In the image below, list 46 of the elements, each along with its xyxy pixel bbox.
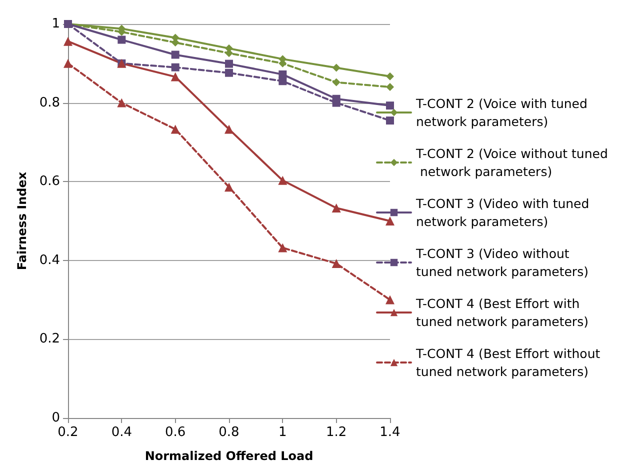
- point: [278, 243, 288, 252]
- y-tick-label: 0.4: [39, 252, 60, 268]
- x-tick-label: 1.4: [380, 425, 400, 440]
- point: [64, 58, 72, 68]
- x-tick-label: 0.4: [111, 425, 132, 440]
- point: [170, 124, 180, 134]
- x-tick-label: 0.8: [218, 425, 240, 440]
- point: [332, 204, 341, 212]
- y-tick-label: 0.2: [39, 332, 60, 347]
- y-tick-label: 0.6: [39, 174, 60, 190]
- legend-label: T-CONT 2 (Voice with tuned network parameters): [415, 96, 592, 129]
- point: [225, 68, 233, 77]
- point: [170, 72, 180, 82]
- legend-label: T-CONT 4 (Best Effort without tuned network parameters): [415, 346, 604, 379]
- point: [224, 124, 234, 134]
- point: [64, 36, 72, 46]
- point: [386, 102, 394, 110]
- point: [386, 116, 394, 125]
- y-axis-title: Fairness Index: [15, 172, 29, 270]
- point: [332, 64, 340, 72]
- point: [386, 72, 394, 80]
- point: [224, 182, 234, 192]
- point: [386, 83, 394, 92]
- point: [278, 77, 287, 86]
- point: [332, 259, 341, 268]
- x-tick-label: 1.2: [326, 425, 347, 440]
- y-tick-label: 0.8: [39, 95, 60, 110]
- point: [278, 176, 288, 185]
- point: [386, 295, 394, 304]
- x-tick-label: 0.6: [164, 425, 186, 440]
- point: [332, 78, 340, 86]
- y-tick-label: 0: [52, 410, 60, 426]
- legend-label: T-CONT 3 (Video with tuned network parameters): [415, 196, 594, 229]
- point: [386, 216, 394, 226]
- point: [171, 63, 180, 72]
- legend-label: T-CONT 3 (Video without tuned network parameters): [415, 246, 588, 279]
- x-tick-label: 1: [278, 425, 287, 440]
- x-axis-title: Normalized Offered Load: [144, 449, 314, 463]
- y-tick-label: 1: [52, 16, 60, 32]
- point: [171, 50, 180, 59]
- legend-label: T-CONT 4 (Best Effort with tuned network parameters): [415, 296, 588, 329]
- point: [332, 98, 340, 107]
- point: [117, 98, 126, 108]
- point: [118, 36, 126, 44]
- point: [225, 60, 233, 68]
- legend-label: T-CONT 2 (Voice without tuned network parameters): [415, 146, 608, 179]
